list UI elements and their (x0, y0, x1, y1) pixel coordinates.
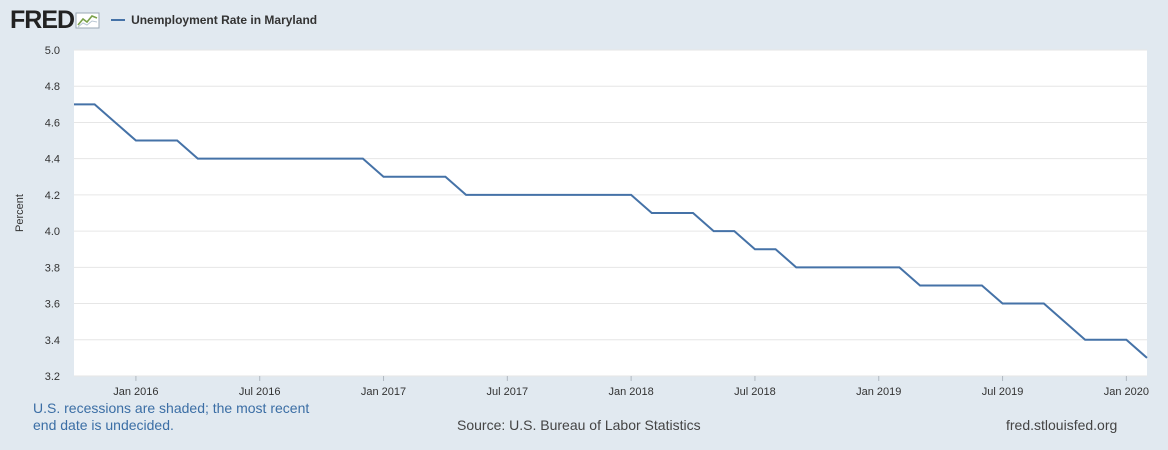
legend-swatch (111, 19, 126, 21)
y-tick-label: 3.2 (45, 371, 60, 383)
chart-header: FRED Unemployment Rate in Maryland (10, 6, 317, 34)
x-tick-label: Jan 2017 (361, 386, 406, 398)
plot-area (74, 50, 1147, 376)
y-axis-label: Percent (14, 194, 26, 232)
y-tick-label: 4.2 (45, 190, 60, 202)
y-tick-label: 4.6 (45, 117, 60, 129)
legend-label[interactable]: Unemployment Rate in Maryland (131, 13, 318, 27)
y-tick-label: 4.0 (45, 226, 60, 238)
x-tick-label: Jul 2016 (239, 386, 281, 398)
chart-logo-icon (75, 10, 101, 30)
y-tick-label: 5.0 (45, 45, 60, 57)
y-tick-label: 4.4 (45, 154, 60, 166)
x-tick-label: Jul 2019 (982, 386, 1024, 398)
x-tick-label: Jan 2016 (113, 386, 158, 398)
legend[interactable]: Unemployment Rate in Maryland (111, 13, 317, 27)
x-tick-label: Jul 2017 (487, 386, 529, 398)
x-tick-label: Jul 2018 (734, 386, 776, 398)
y-tick-label: 3.6 (45, 299, 60, 311)
recession-note: U.S. recessions are shaded; the most rec… (33, 400, 310, 433)
y-tick-label: 4.8 (45, 81, 60, 93)
x-tick-label: Jan 2018 (609, 386, 654, 398)
x-tick-label: Jan 2020 (1104, 386, 1149, 398)
x-axis-ticks: Jan 2016 Jul 2016 Jan 2017 Jul 2017 Jan 2018… (113, 376, 1149, 398)
series-line[interactable] (74, 103, 1148, 359)
y-tick-label: 3.4 (45, 335, 60, 347)
fred-url[interactable]: fred.stlouisfed.org (1006, 417, 1118, 433)
y-axis-ticks: 3.2 3.4 3.6 3.8 4.0 4.2 4.4 4.6 4.8 5.0 (45, 45, 60, 383)
fred-logo[interactable]: FRED (10, 6, 75, 34)
y-tick-label: 3.8 (45, 262, 60, 274)
source-text: Source: U.S. Bureau of Labor Statistics (457, 417, 701, 433)
x-tick-label: Jan 2019 (856, 386, 901, 398)
